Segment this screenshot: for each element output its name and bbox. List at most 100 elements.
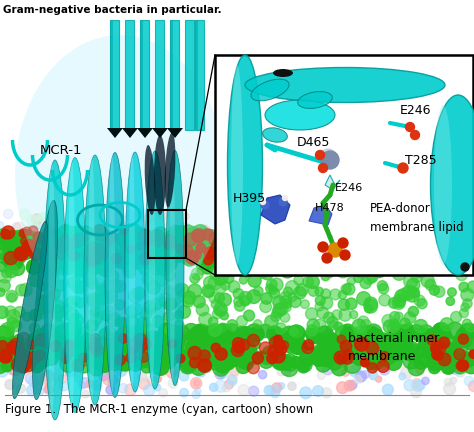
Circle shape xyxy=(87,320,98,331)
Circle shape xyxy=(395,256,410,270)
Circle shape xyxy=(234,249,244,259)
Circle shape xyxy=(159,324,172,337)
Circle shape xyxy=(370,245,380,255)
Circle shape xyxy=(346,245,364,263)
Circle shape xyxy=(114,318,122,326)
Circle shape xyxy=(260,229,270,239)
Circle shape xyxy=(50,272,59,281)
Circle shape xyxy=(106,232,117,243)
Circle shape xyxy=(313,319,326,332)
Circle shape xyxy=(0,280,10,292)
Circle shape xyxy=(401,324,414,337)
Circle shape xyxy=(72,359,84,372)
Circle shape xyxy=(316,357,330,372)
Circle shape xyxy=(106,290,118,302)
Circle shape xyxy=(413,328,428,342)
Circle shape xyxy=(353,235,367,249)
Circle shape xyxy=(270,278,283,291)
Circle shape xyxy=(419,337,434,352)
Polygon shape xyxy=(122,128,138,138)
Circle shape xyxy=(330,289,341,300)
Circle shape xyxy=(127,327,137,337)
Circle shape xyxy=(416,343,428,355)
Circle shape xyxy=(116,241,132,257)
Circle shape xyxy=(394,298,404,308)
Circle shape xyxy=(146,331,159,344)
Circle shape xyxy=(350,311,358,319)
Circle shape xyxy=(373,227,383,238)
Circle shape xyxy=(414,319,428,333)
Circle shape xyxy=(301,347,318,365)
Circle shape xyxy=(335,254,352,271)
Circle shape xyxy=(420,264,430,274)
Circle shape xyxy=(117,233,128,244)
Circle shape xyxy=(20,228,27,234)
Circle shape xyxy=(56,262,69,275)
Circle shape xyxy=(319,352,334,367)
Circle shape xyxy=(116,365,127,376)
Circle shape xyxy=(458,334,468,344)
Circle shape xyxy=(442,238,453,250)
Circle shape xyxy=(383,343,393,353)
Circle shape xyxy=(287,248,300,261)
Circle shape xyxy=(399,235,411,247)
Circle shape xyxy=(457,355,469,366)
Circle shape xyxy=(460,337,471,347)
Circle shape xyxy=(322,253,332,263)
Circle shape xyxy=(339,245,352,258)
Circle shape xyxy=(310,210,319,219)
Circle shape xyxy=(53,327,67,340)
Circle shape xyxy=(41,324,56,338)
Circle shape xyxy=(346,349,360,363)
Circle shape xyxy=(228,281,240,292)
Circle shape xyxy=(0,349,12,363)
Circle shape xyxy=(466,323,474,332)
Circle shape xyxy=(442,334,455,347)
Circle shape xyxy=(153,230,162,239)
Circle shape xyxy=(199,313,212,326)
Circle shape xyxy=(0,341,8,350)
Circle shape xyxy=(279,222,287,232)
Circle shape xyxy=(150,236,167,254)
Circle shape xyxy=(334,352,345,362)
Circle shape xyxy=(288,293,297,302)
Circle shape xyxy=(46,232,56,242)
Circle shape xyxy=(317,240,335,257)
Circle shape xyxy=(346,344,359,357)
Circle shape xyxy=(194,326,209,341)
Circle shape xyxy=(169,334,185,349)
Circle shape xyxy=(145,235,155,246)
Circle shape xyxy=(201,347,211,357)
Circle shape xyxy=(290,253,307,270)
Circle shape xyxy=(331,227,345,241)
Circle shape xyxy=(273,331,286,344)
Circle shape xyxy=(48,229,56,237)
Circle shape xyxy=(444,345,457,358)
Circle shape xyxy=(187,330,197,340)
Circle shape xyxy=(405,250,418,263)
Circle shape xyxy=(362,371,369,378)
Circle shape xyxy=(454,334,467,347)
Circle shape xyxy=(342,353,353,364)
Circle shape xyxy=(305,249,316,260)
Circle shape xyxy=(64,366,71,374)
Circle shape xyxy=(81,325,93,337)
Circle shape xyxy=(431,345,439,353)
Circle shape xyxy=(68,276,81,289)
Circle shape xyxy=(133,328,146,342)
Circle shape xyxy=(306,308,318,320)
Circle shape xyxy=(213,345,228,360)
Circle shape xyxy=(31,341,48,359)
Circle shape xyxy=(120,345,132,356)
Circle shape xyxy=(361,227,371,237)
Circle shape xyxy=(101,343,118,360)
Circle shape xyxy=(0,327,6,336)
Circle shape xyxy=(306,329,320,343)
Circle shape xyxy=(20,245,31,256)
Circle shape xyxy=(181,356,197,372)
Circle shape xyxy=(403,232,418,248)
Circle shape xyxy=(198,255,211,268)
Circle shape xyxy=(359,227,366,235)
Circle shape xyxy=(203,286,214,297)
Circle shape xyxy=(36,374,46,385)
